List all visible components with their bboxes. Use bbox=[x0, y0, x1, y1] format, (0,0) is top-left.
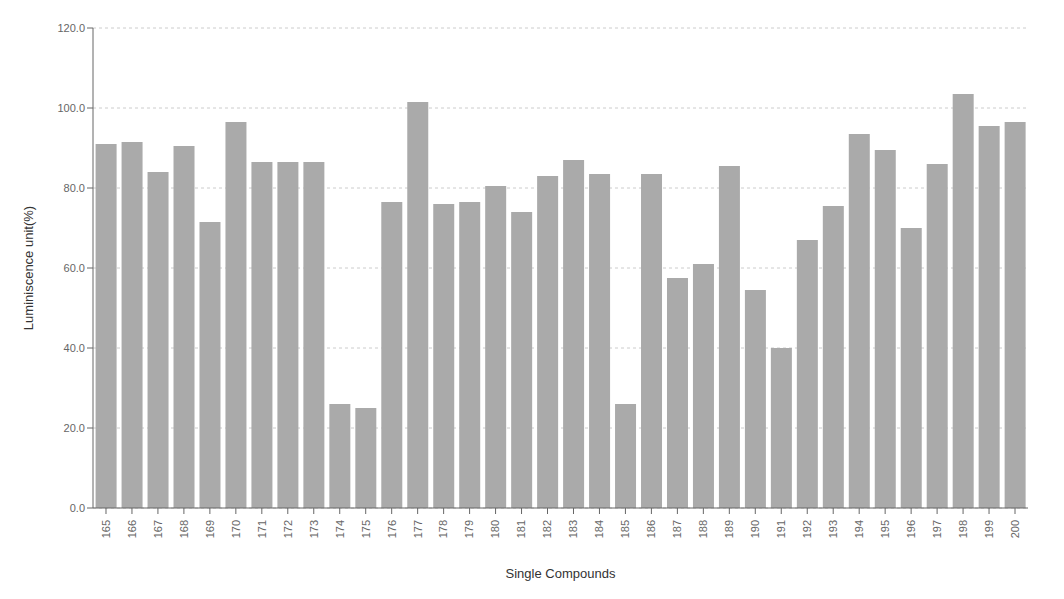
svg-text:185: 185 bbox=[619, 520, 631, 538]
svg-text:169: 169 bbox=[204, 520, 216, 538]
svg-text:173: 173 bbox=[308, 520, 320, 538]
svg-text:199: 199 bbox=[983, 520, 995, 538]
svg-text:195: 195 bbox=[879, 520, 891, 538]
svg-text:197: 197 bbox=[931, 520, 943, 538]
svg-text:191: 191 bbox=[775, 520, 787, 538]
svg-text:165: 165 bbox=[100, 520, 112, 538]
svg-text:187: 187 bbox=[671, 520, 683, 538]
svg-text:179: 179 bbox=[463, 520, 475, 538]
svg-text:120.0: 120.0 bbox=[57, 22, 85, 34]
svg-text:20.0: 20.0 bbox=[64, 422, 85, 434]
svg-text:171: 171 bbox=[256, 520, 268, 538]
svg-text:60.0: 60.0 bbox=[64, 262, 85, 274]
svg-text:175: 175 bbox=[360, 520, 372, 538]
svg-text:170: 170 bbox=[230, 520, 242, 538]
svg-text:Luminiscence unit(%): Luminiscence unit(%) bbox=[21, 206, 36, 330]
svg-text:188: 188 bbox=[697, 520, 709, 538]
svg-text:Single Compounds: Single Compounds bbox=[506, 566, 616, 581]
svg-text:174: 174 bbox=[334, 520, 346, 538]
svg-text:183: 183 bbox=[567, 520, 579, 538]
svg-text:200: 200 bbox=[1009, 520, 1021, 538]
svg-text:182: 182 bbox=[541, 520, 553, 538]
svg-text:100.0: 100.0 bbox=[57, 102, 85, 114]
svg-text:193: 193 bbox=[827, 520, 839, 538]
svg-text:192: 192 bbox=[801, 520, 813, 538]
svg-text:194: 194 bbox=[853, 520, 865, 538]
svg-text:166: 166 bbox=[126, 520, 138, 538]
svg-text:172: 172 bbox=[282, 520, 294, 538]
svg-text:178: 178 bbox=[437, 520, 449, 538]
svg-text:184: 184 bbox=[593, 520, 605, 538]
svg-text:80.0: 80.0 bbox=[64, 182, 85, 194]
svg-text:189: 189 bbox=[723, 520, 735, 538]
svg-text:40.0: 40.0 bbox=[64, 342, 85, 354]
svg-text:167: 167 bbox=[152, 520, 164, 538]
svg-text:176: 176 bbox=[386, 520, 398, 538]
svg-text:168: 168 bbox=[178, 520, 190, 538]
svg-text:190: 190 bbox=[749, 520, 761, 538]
svg-text:196: 196 bbox=[905, 520, 917, 538]
svg-text:181: 181 bbox=[515, 520, 527, 538]
svg-text:186: 186 bbox=[645, 520, 657, 538]
svg-text:0.0: 0.0 bbox=[70, 502, 85, 514]
svg-text:198: 198 bbox=[957, 520, 969, 538]
svg-text:177: 177 bbox=[412, 520, 424, 538]
svg-text:180: 180 bbox=[489, 520, 501, 538]
